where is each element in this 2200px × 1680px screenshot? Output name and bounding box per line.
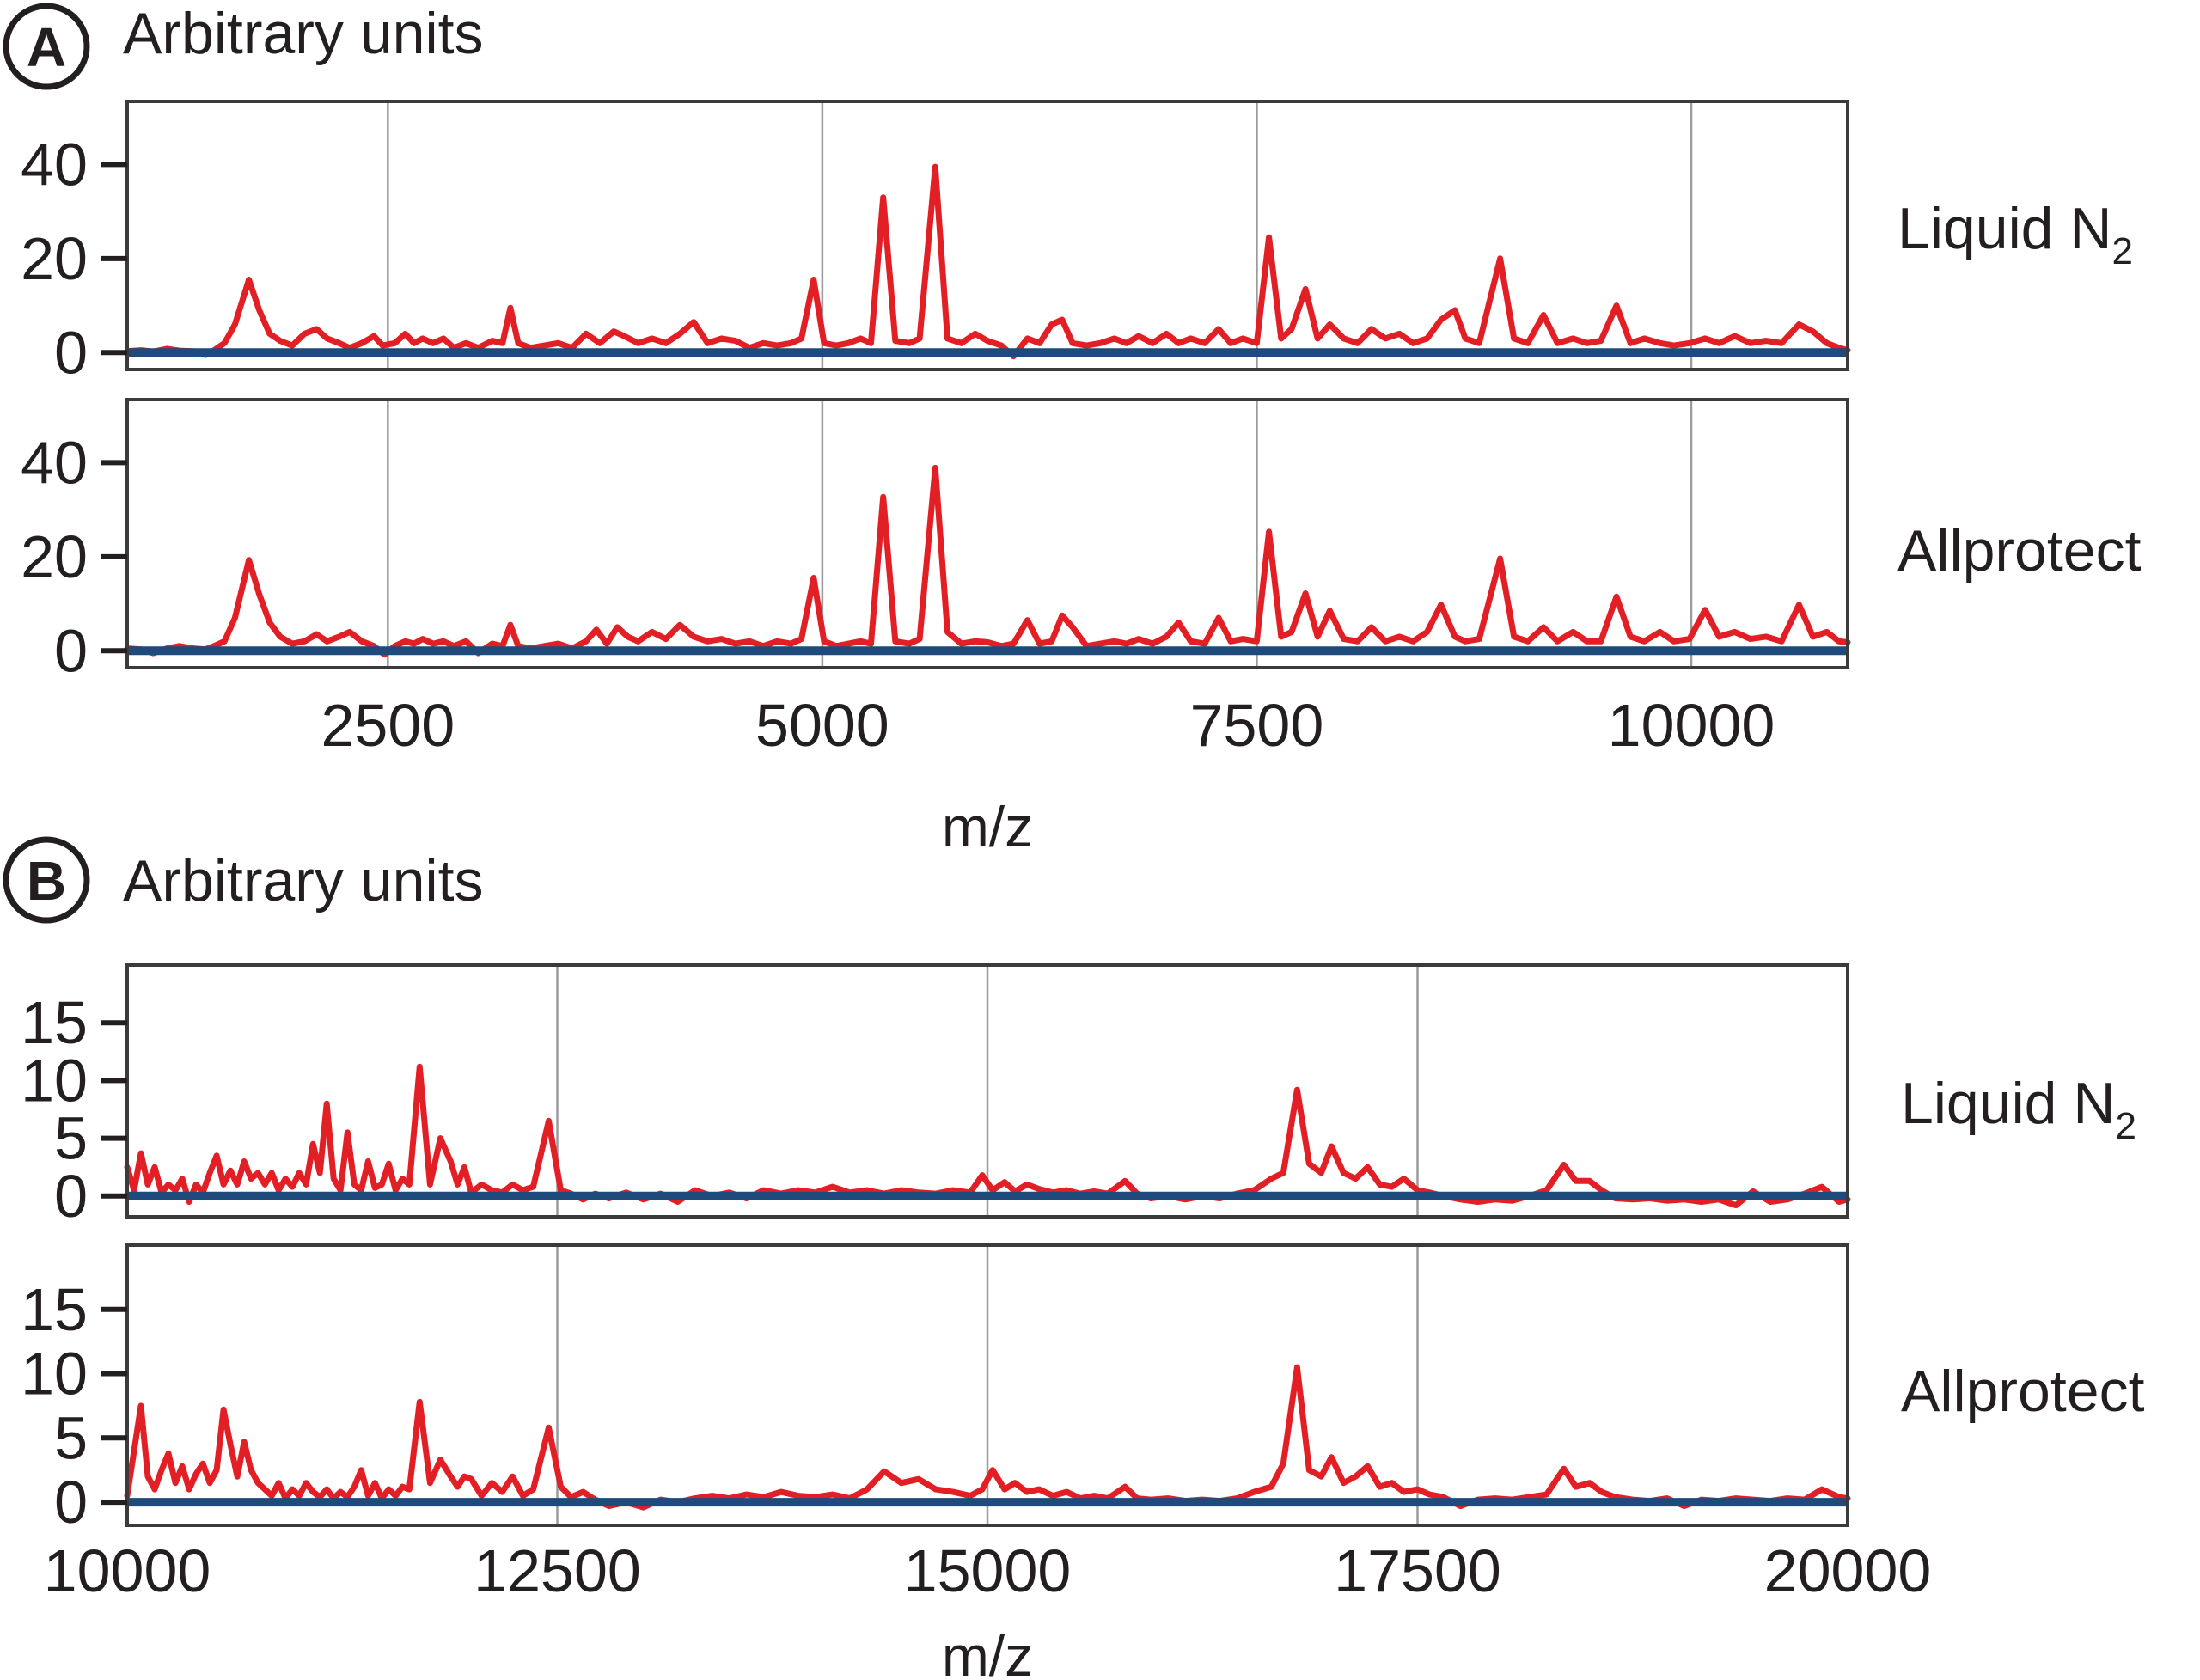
x-axis-title-b: m/z: [942, 1624, 1033, 1680]
plot-border-subplot-a2: [125, 398, 1849, 669]
panel-a-badge-letter: A: [27, 16, 66, 78]
y-tick-label-subplot-a2: 20: [21, 523, 88, 590]
x-tick-label-b: 10000: [44, 1537, 211, 1604]
trace-label-subplot-b2: Allprotect: [1901, 1359, 2145, 1424]
trace-label-subscript-subplot-b1: 2: [2116, 1105, 2136, 1147]
x-tick-label-b: 20000: [1764, 1537, 1932, 1604]
y-tick-label-subplot-a1: 20: [21, 225, 88, 292]
panel-b-badge-circle: [3, 836, 90, 924]
y-tick-label-subplot-a1: 40: [21, 131, 88, 198]
x-tick-label-a: 2500: [321, 692, 455, 759]
panel-a-badge-circle: [3, 3, 90, 90]
y-tick-label-subplot-b1: 10: [21, 1047, 88, 1114]
arbitrary-units-label-a: Arbitrary units: [123, 1, 483, 66]
x-axis-title-a: m/z: [942, 795, 1033, 858]
x-tick-label-b: 17500: [1334, 1537, 1501, 1604]
trace-label-subplot-a1: Liquid N2: [1898, 196, 2133, 272]
arbitrary-units-label-b: Arbitrary units: [123, 848, 483, 913]
x-tick-label-a: 7500: [1190, 692, 1324, 759]
y-tick-label-subplot-b1: 0: [54, 1163, 88, 1230]
plot-border-subplot-b2: [125, 1243, 1849, 1527]
trace-label-subplot-a2: Allprotect: [1898, 518, 2142, 583]
plot-border-subplot-b1: [125, 963, 1849, 1219]
y-tick-label-subplot-b1: 15: [21, 989, 88, 1056]
x-tick-label-b: 15000: [904, 1537, 1072, 1604]
trace-label-subscript-subplot-a1: 2: [2112, 230, 2133, 272]
y-tick-label-subplot-b2: 5: [54, 1404, 88, 1471]
y-tick-label-subplot-a1: 0: [54, 319, 88, 386]
y-tick-label-subplot-b2: 15: [21, 1276, 88, 1343]
x-tick-label-a: 10000: [1608, 692, 1775, 759]
spectrum-trace-subplot-a1: [124, 163, 1851, 360]
plot-border-subplot-a1: [125, 100, 1849, 371]
trace-label-subplot-b1: Liquid N2: [1901, 1071, 2136, 1147]
y-tick-label-subplot-b2: 10: [21, 1341, 88, 1408]
y-tick-label-subplot-b2: 0: [54, 1469, 88, 1536]
y-tick-label-subplot-a2: 0: [54, 617, 88, 684]
y-tick-label-subplot-b1: 5: [54, 1105, 88, 1172]
x-tick-label-a: 5000: [755, 692, 889, 759]
y-tick-label-subplot-a2: 40: [21, 429, 88, 496]
panel-b-badge-letter: B: [27, 850, 66, 912]
x-tick-label-b: 12500: [474, 1537, 641, 1604]
spectrum-trace-subplot-a2: [124, 464, 1851, 658]
